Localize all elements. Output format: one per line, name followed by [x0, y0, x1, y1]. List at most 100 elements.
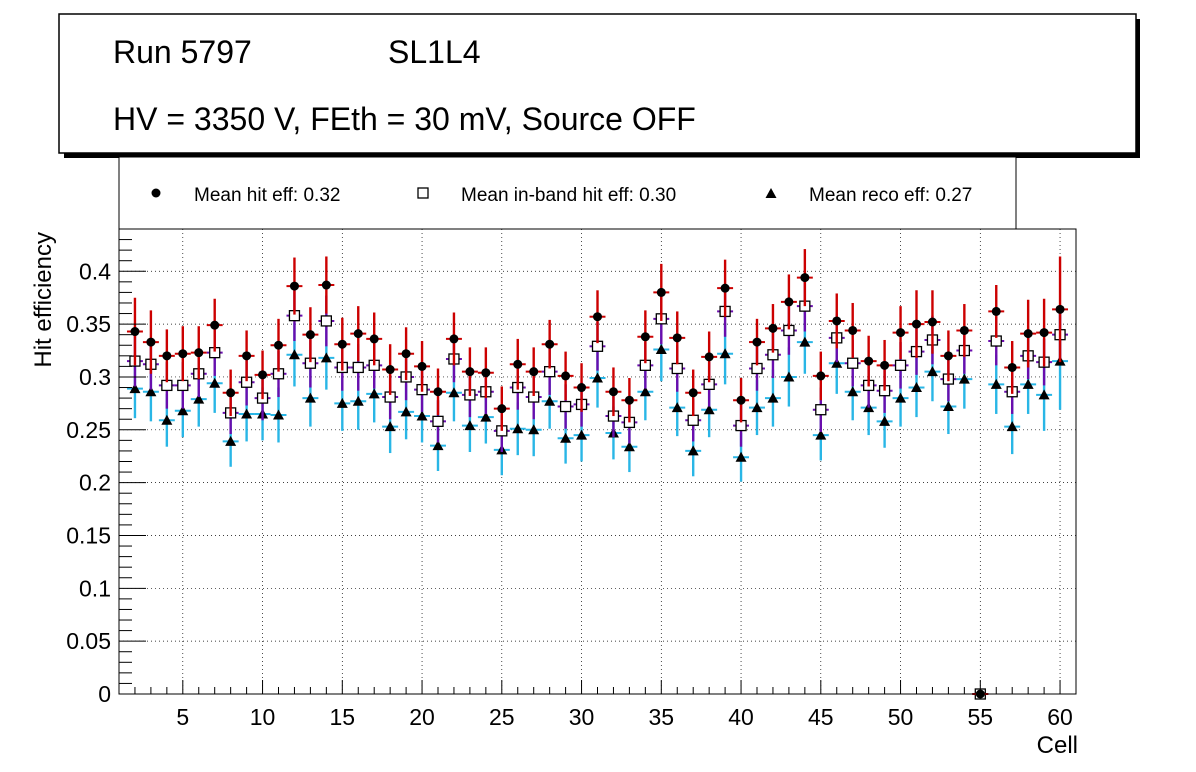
- hit-point: [577, 383, 587, 393]
- reco-point: [368, 388, 380, 399]
- x-tick-label: 15: [330, 704, 356, 730]
- reco-point: [209, 377, 221, 388]
- y-tick-label: 0.1: [79, 575, 111, 601]
- reco-point: [193, 393, 205, 404]
- hit-point: [1023, 329, 1033, 339]
- reco-point: [735, 451, 747, 462]
- legend-reco-marker: [765, 188, 777, 198]
- hit-point: [832, 316, 842, 326]
- hit-point: [242, 351, 252, 361]
- legend: Mean hit eff: 0.32 Mean in-band hit eff:…: [118, 156, 1017, 230]
- x-tick-label: 60: [1047, 704, 1073, 730]
- reco-point: [544, 395, 556, 406]
- reco-point: [767, 392, 779, 403]
- legend-reco-label: Mean reco eff: 0.27: [809, 185, 972, 206]
- reco-point: [145, 386, 157, 397]
- hit-point: [959, 325, 969, 335]
- x-tick-label: 30: [569, 704, 595, 730]
- inband-point: [894, 359, 907, 371]
- reco-point: [320, 352, 332, 363]
- inband-point: [432, 415, 444, 427]
- reco-point: [911, 382, 922, 393]
- hit-point: [210, 320, 220, 330]
- series-hit: [126, 249, 1069, 699]
- hit-point: [513, 359, 523, 369]
- y-tick-label: 0.2: [79, 470, 111, 496]
- reco-point: [576, 429, 588, 440]
- reco-point: [831, 357, 843, 368]
- hit-point: [561, 371, 571, 381]
- reco-point: [958, 373, 970, 384]
- hit-point: [720, 283, 730, 293]
- reco-point: [703, 404, 715, 415]
- y-tick-label: 0.15: [66, 522, 111, 548]
- hit-point: [848, 325, 858, 335]
- reco-point: [161, 414, 173, 425]
- reco-point: [990, 378, 1002, 389]
- hit-point: [178, 349, 188, 359]
- x-axis-label: Cell: [1037, 732, 1078, 759]
- y-tick-label: 0: [98, 681, 111, 707]
- hit-point: [912, 319, 921, 329]
- reco-point: [895, 392, 907, 403]
- reco-point: [799, 336, 811, 347]
- hit-point: [608, 387, 618, 397]
- reco-point: [1022, 378, 1034, 389]
- hit-point: [497, 404, 507, 414]
- hit-point: [752, 337, 762, 347]
- hit-point: [433, 387, 443, 397]
- hit-point: [305, 330, 315, 340]
- hit-point: [449, 334, 459, 344]
- hit-point: [624, 395, 634, 405]
- legend-hit-label: Mean hit eff: 0.32: [194, 185, 340, 206]
- reco-point: [129, 383, 141, 394]
- hit-point: [656, 287, 666, 297]
- conditions-label: HV = 3350 V, FEth = 30 mV, Source OFF: [113, 101, 696, 137]
- x-tick-label: 35: [649, 704, 675, 730]
- reco-point: [687, 445, 699, 456]
- inband-point: [352, 361, 364, 374]
- reco-point: [512, 423, 524, 434]
- y-tick-label: 0.25: [66, 417, 111, 443]
- reco-point: [639, 386, 651, 397]
- inband-point: [559, 400, 572, 413]
- hit-point: [672, 333, 682, 343]
- reco-point: [432, 440, 444, 451]
- hit-point: [927, 317, 937, 327]
- hit-point: [768, 323, 778, 333]
- reco-point: [560, 432, 572, 443]
- legend-hit-marker: [151, 188, 161, 198]
- hit-point: [481, 368, 491, 378]
- reco-point: [592, 372, 603, 383]
- hit-point: [704, 352, 714, 362]
- hit-point: [337, 339, 347, 349]
- x-tick-label: 20: [409, 704, 435, 730]
- y-tick-label: 0.4: [79, 258, 111, 284]
- reco-point: [751, 402, 763, 413]
- x-tick-label: 40: [728, 704, 754, 730]
- reco-point: [655, 343, 667, 354]
- hit-point: [736, 395, 746, 405]
- axes: 5 10 15 20 25 30 35 40 45 50 55 60 0 0.05 0.1 0.15 0.2 0.…: [66, 239, 1077, 730]
- inband-point: [177, 379, 189, 392]
- inband-point: [815, 404, 827, 416]
- hit-point: [289, 281, 299, 291]
- y-tick-label: 0.35: [66, 311, 111, 337]
- reco-point: [528, 424, 540, 435]
- reco-point: [879, 415, 891, 426]
- inband-point: [671, 362, 683, 375]
- hit-point: [162, 351, 172, 361]
- x-tick-label: 45: [808, 704, 834, 730]
- hit-point: [321, 280, 331, 290]
- reco-point: [1038, 389, 1050, 400]
- hit-point: [864, 356, 874, 366]
- inband-point: [320, 315, 333, 327]
- hit-point: [401, 349, 411, 359]
- hit-point: [130, 327, 140, 337]
- reco-point: [719, 348, 731, 359]
- reco-point: [288, 349, 300, 360]
- reco-point: [623, 441, 635, 452]
- reco-point: [177, 405, 189, 416]
- reco-point: [400, 406, 412, 417]
- hit-point: [1055, 304, 1065, 314]
